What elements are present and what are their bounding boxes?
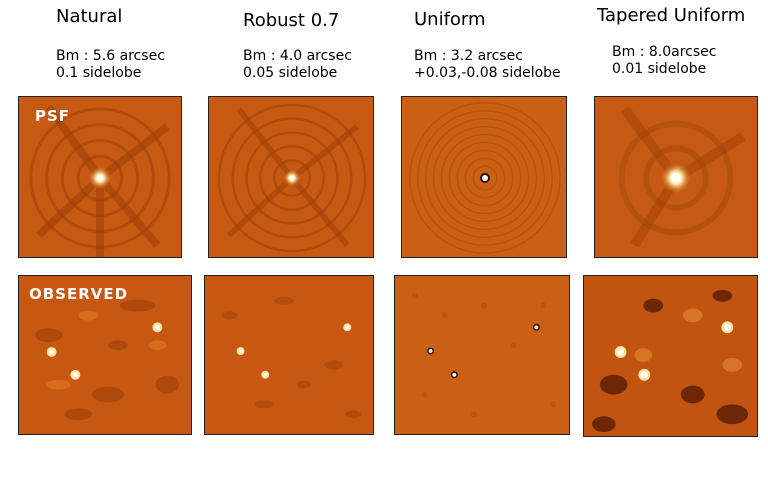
observed-image-robust <box>205 276 373 434</box>
column-info-natural: Bm : 5.6 arcsec 0.1 sidelobe <box>56 48 165 82</box>
row-label-observed: OBSERVED <box>29 285 129 303</box>
beam-size-uniform: Bm : 3.2 arcsec <box>414 48 523 64</box>
psf-image-robust <box>209 97 373 257</box>
psf-panel-tapered-uniform <box>594 96 758 258</box>
psf-panel-uniform <box>401 96 567 258</box>
psf-image-tapered-uniform <box>595 97 757 257</box>
beam-size-tapered-uniform: Bm : 8.0arcsec <box>612 44 717 60</box>
observed-image-uniform <box>395 276 569 434</box>
beam-size-robust: Bm : 4.0 arcsec <box>243 48 352 64</box>
sidelobe-natural: 0.1 sidelobe <box>56 65 142 81</box>
psf-image-natural <box>19 97 181 257</box>
sidelobe-tapered-uniform: 0.01 sidelobe <box>612 61 707 77</box>
observed-image-natural <box>19 276 191 434</box>
observed-panel-natural: OBSERVED <box>18 275 192 435</box>
observed-panel-uniform <box>394 275 570 435</box>
column-info-robust: Bm : 4.0 arcsec 0.05 sidelobe <box>243 48 352 82</box>
psf-panel-natural: PSF <box>18 96 182 258</box>
psf-panel-robust <box>208 96 374 258</box>
column-info-tapered-uniform: Bm : 8.0arcsec 0.01 sidelobe <box>612 44 716 78</box>
row-label-psf: PSF <box>35 107 71 125</box>
sidelobe-uniform: +0.03,-0.08 sidelobe <box>414 65 561 81</box>
psf-image-uniform <box>402 97 566 257</box>
observed-panel-robust <box>204 275 374 435</box>
column-title-tapered-uniform: Tapered Uniform <box>597 5 746 26</box>
column-title-robust: Robust 0.7 <box>243 10 340 31</box>
column-title-uniform: Uniform <box>414 9 486 30</box>
column-info-uniform: Bm : 3.2 arcsec +0.03,-0.08 sidelobe <box>414 48 561 82</box>
observed-panel-tapered-uniform <box>583 275 758 437</box>
beam-size-natural: Bm : 5.6 arcsec <box>56 48 165 64</box>
sidelobe-robust: 0.05 sidelobe <box>243 65 338 81</box>
column-title-natural: Natural <box>56 6 123 27</box>
observed-image-tapered-uniform <box>584 276 757 436</box>
